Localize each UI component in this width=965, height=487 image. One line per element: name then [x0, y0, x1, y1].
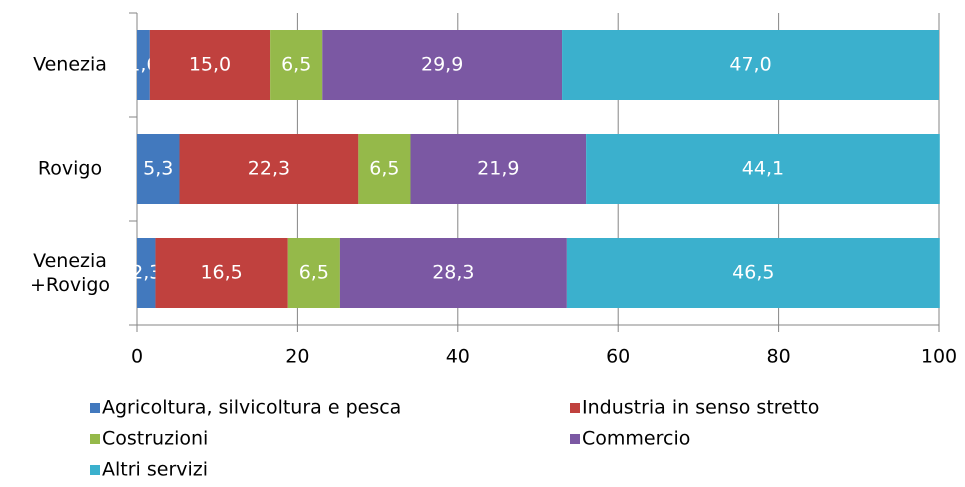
bar-segment: [270, 30, 323, 100]
data-label: 47,0: [729, 54, 771, 76]
legend-label: Industria in senso stretto: [582, 397, 819, 419]
legend-swatch: [570, 403, 580, 413]
legend-label: Altri servizi: [102, 459, 208, 481]
bar-segment: [339, 238, 567, 308]
data-label: 28,3: [432, 262, 474, 284]
legend-swatch: [90, 434, 100, 444]
legend-label: Agricoltura, silvicoltura e pesca: [102, 397, 401, 419]
data-label: 6,5: [299, 262, 329, 284]
bar-segment: [562, 30, 939, 100]
legend-label: Commercio: [582, 428, 690, 450]
legend-label: Costruzioni: [102, 428, 208, 450]
bar-segment: [566, 238, 940, 308]
bar-segment: [137, 30, 150, 100]
x-tick-label: 0: [131, 346, 143, 368]
bar-segment: [358, 134, 411, 204]
y-tick-label: Venezia +Rovigo: [30, 250, 110, 296]
x-tick-label: 100: [921, 346, 957, 368]
y-tick-label: Venezia: [33, 54, 107, 76]
bar-segment: [410, 134, 587, 204]
bar-segment: [137, 134, 180, 204]
bar-segment: [287, 238, 340, 308]
x-tick-label: 60: [606, 346, 630, 368]
x-tick-label: 40: [446, 346, 470, 368]
data-label: 29,9: [421, 54, 463, 76]
data-label: 46,5: [732, 262, 774, 284]
y-tick-label: Rovigo: [38, 158, 102, 180]
data-label: 6,5: [369, 158, 399, 180]
data-label: 44,1: [742, 158, 784, 180]
data-label: 16,5: [200, 262, 242, 284]
legend-swatch: [90, 465, 100, 475]
data-label: 2,3: [131, 262, 161, 284]
bar-segment: [322, 30, 563, 100]
data-label: 5,3: [143, 158, 173, 180]
data-label: 21,9: [477, 158, 519, 180]
data-label: 15,0: [189, 54, 231, 76]
legend-swatch: [570, 434, 580, 444]
bar-segment: [586, 134, 940, 204]
bar-segment: [149, 30, 271, 100]
data-label: 6,5: [281, 54, 311, 76]
bar-segment: [155, 238, 288, 308]
x-tick-label: 20: [285, 346, 309, 368]
x-tick-label: 80: [767, 346, 791, 368]
bar-segment: [179, 134, 359, 204]
legend-swatch: [90, 403, 100, 413]
data-label: 22,3: [248, 158, 290, 180]
bar-segment: [137, 238, 156, 308]
